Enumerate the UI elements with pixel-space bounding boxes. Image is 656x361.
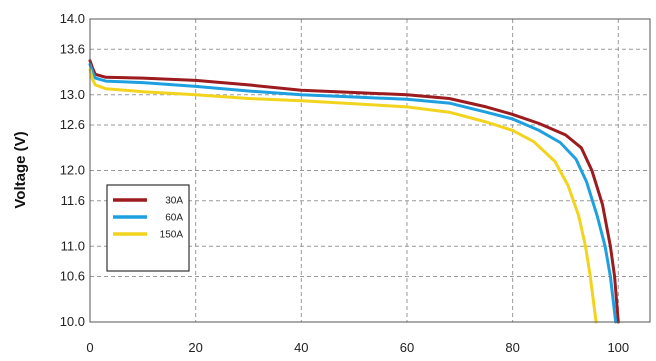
y-tick-label-0: 10.0 <box>60 314 85 329</box>
y-tick-label-3: 11.6 <box>61 193 85 208</box>
series-line-30a <box>88 59 620 324</box>
y-tick-label-2: 11.0 <box>61 238 85 253</box>
y-tick-label-4: 12.0 <box>60 163 85 178</box>
legend-label-30a: 30A <box>165 196 183 207</box>
x-tick-labels: 0 20 40 60 80 100 <box>86 340 629 355</box>
x-tick-label-4: 80 <box>505 340 519 355</box>
legend-entries: 30A 60A 150A <box>113 196 183 241</box>
x-tick-label-2: 40 <box>294 340 308 355</box>
x-tick-label-3: 60 <box>400 340 414 355</box>
x-tick-label-5: 100 <box>607 340 629 355</box>
legend-label-150a: 150A <box>160 230 184 241</box>
series-line-150a <box>88 68 598 324</box>
series-lines <box>88 59 620 324</box>
series-line-60a <box>88 62 618 324</box>
y-tick-labels: 10.0 10.6 11.0 11.6 12.0 12.6 13.0 13.6 14.0 <box>60 11 85 329</box>
y-tick-label-8: 14.0 <box>60 11 85 26</box>
legend: 30A 60A 150A <box>106 184 190 272</box>
x-tick-label-0: 0 <box>86 340 93 355</box>
y-tick-label-1: 10.6 <box>60 269 85 284</box>
y-tick-label-7: 13.6 <box>60 41 85 56</box>
y-tick-label-6: 13.0 <box>60 87 85 102</box>
plot-border <box>89 18 651 323</box>
y-axis-label: Voltage (V) <box>12 131 29 208</box>
y-tick-label-5: 12.6 <box>60 117 85 132</box>
legend-label-60a: 60A <box>165 213 183 224</box>
x-tick-label-1: 20 <box>188 340 202 355</box>
